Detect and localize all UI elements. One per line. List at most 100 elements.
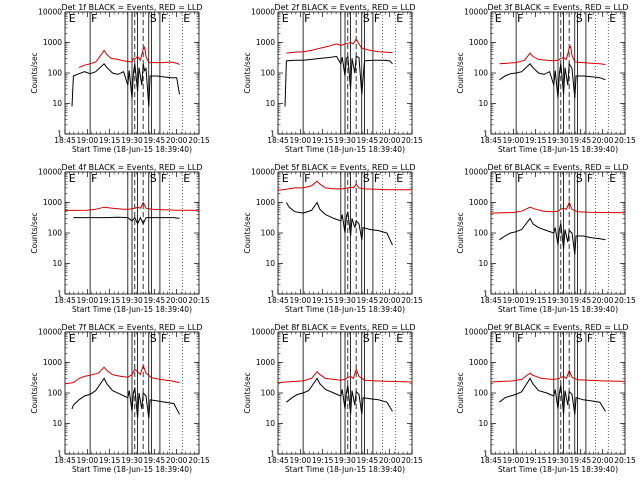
y-tick-label: 10000	[464, 8, 488, 17]
y-tick-label: 1000	[43, 38, 62, 47]
events-series-line	[71, 63, 180, 107]
x-tick-label: 20:15	[188, 136, 210, 145]
y-tick-label: 10	[52, 419, 62, 428]
lld-series-line	[490, 201, 626, 214]
phase-label: E	[396, 332, 403, 345]
x-tick-label: 19:15	[525, 456, 547, 465]
x-tick-label: 19:30	[547, 296, 569, 305]
y-tick-label: 100	[261, 389, 276, 398]
x-tick-label: 18:45	[54, 296, 76, 305]
phase-label: F	[304, 12, 310, 25]
phase-label: E	[495, 12, 502, 25]
x-axis-label: Start Time (18-Jun-15 18:39:40)	[285, 305, 405, 314]
x-tick-label: 19:00	[503, 456, 525, 465]
x-tick-label: 19:15	[312, 296, 334, 305]
y-tick-label: 1000	[469, 358, 488, 367]
y-tick-label: 1000	[43, 358, 62, 367]
lld-series-line	[499, 45, 606, 65]
phase-label: E	[69, 172, 76, 185]
phase-label: F	[517, 172, 523, 185]
phase-label: F	[374, 332, 380, 345]
y-axis-label: Counts/sec	[243, 372, 252, 413]
x-tick-label: 19:00	[290, 456, 312, 465]
x-tick-label: 19:45	[570, 456, 592, 465]
y-tick-label: 1000	[256, 198, 275, 207]
x-tick-label: 20:00	[379, 296, 401, 305]
x-tick-label: 18:45	[267, 136, 289, 145]
lld-series-line	[78, 45, 180, 69]
lld-series-line	[65, 201, 199, 211]
y-tick-label: 10000	[251, 328, 275, 337]
x-tick-label: 19:45	[144, 136, 166, 145]
y-axis-label: Counts/sec	[456, 212, 465, 253]
phase-label: F	[517, 12, 523, 25]
lld-series-line	[64, 363, 180, 385]
x-tick-label: 19:45	[357, 456, 379, 465]
phase-label: S	[363, 172, 370, 185]
y-axis-label: Counts/sec	[30, 212, 39, 253]
phase-label: F	[304, 332, 310, 345]
phase-label: E	[609, 172, 616, 185]
x-tick-label: 20:00	[592, 456, 614, 465]
y-tick-label: 1000	[43, 198, 62, 207]
y-tick-label: 10	[478, 99, 488, 108]
phase-label: E	[183, 332, 190, 345]
chart-title: Det 1f BLACK = Events, RED = LLD	[61, 3, 202, 12]
y-tick-label: 10	[478, 419, 488, 428]
x-axis-label: Start Time (18-Jun-15 18:39:40)	[498, 465, 618, 474]
x-axis-label: Start Time (18-Jun-15 18:39:40)	[72, 305, 192, 314]
x-tick-label: 19:00	[503, 296, 525, 305]
x-tick-label: 19:00	[503, 136, 525, 145]
y-tick-label: 10	[265, 419, 275, 428]
y-tick-label: 10000	[251, 168, 275, 177]
phase-label: F	[91, 172, 97, 185]
chart-title: Det 2f BLACK = Events, RED = LLD	[274, 3, 415, 12]
phase-label: E	[282, 12, 289, 25]
x-tick-label: 20:15	[188, 456, 210, 465]
y-tick-label: 10	[478, 259, 488, 268]
x-tick-label: 19:15	[312, 456, 334, 465]
chart-title: Det 7f BLACK = Events, RED = LLD	[61, 323, 202, 332]
x-tick-label: 19:00	[290, 136, 312, 145]
y-tick-label: 1000	[256, 358, 275, 367]
x-tick-label: 19:45	[570, 136, 592, 145]
x-axis-label: Start Time (18-Jun-15 18:39:40)	[498, 305, 618, 314]
y-tick-label: 100	[261, 69, 276, 78]
y-tick-label: 100	[474, 389, 489, 398]
x-tick-label: 19:15	[99, 296, 121, 305]
x-axis-label: Start Time (18-Jun-15 18:39:40)	[285, 145, 405, 154]
x-tick-label: 19:45	[144, 456, 166, 465]
x-tick-label: 19:45	[357, 136, 379, 145]
x-tick-label: 20:00	[166, 456, 188, 465]
x-tick-label: 19:30	[121, 136, 143, 145]
y-tick-label: 10000	[38, 168, 62, 177]
phase-label: S	[150, 332, 157, 345]
y-tick-label: 1000	[469, 198, 488, 207]
phase-label: S	[150, 12, 157, 25]
y-axis-label: Counts/sec	[243, 212, 252, 253]
phase-label: S	[576, 172, 583, 185]
x-tick-label: 18:45	[54, 136, 76, 145]
y-tick-label: 10000	[464, 328, 488, 337]
events-series-line	[284, 54, 393, 107]
y-axis-label: Counts/sec	[30, 52, 39, 93]
events-series-line	[73, 216, 180, 226]
lld-series-line	[490, 368, 626, 383]
phase-label: F	[161, 12, 167, 25]
y-tick-label: 1	[270, 130, 275, 139]
y-tick-label: 10000	[464, 168, 488, 177]
phase-label: E	[69, 332, 76, 345]
x-tick-label: 19:30	[121, 456, 143, 465]
phase-label: E	[495, 332, 502, 345]
x-axis-label: Start Time (18-Jun-15 18:39:40)	[72, 145, 192, 154]
phase-label: E	[282, 332, 289, 345]
y-tick-label: 10	[52, 99, 62, 108]
x-tick-label: 20:15	[401, 456, 423, 465]
y-tick-label: 10000	[251, 8, 275, 17]
